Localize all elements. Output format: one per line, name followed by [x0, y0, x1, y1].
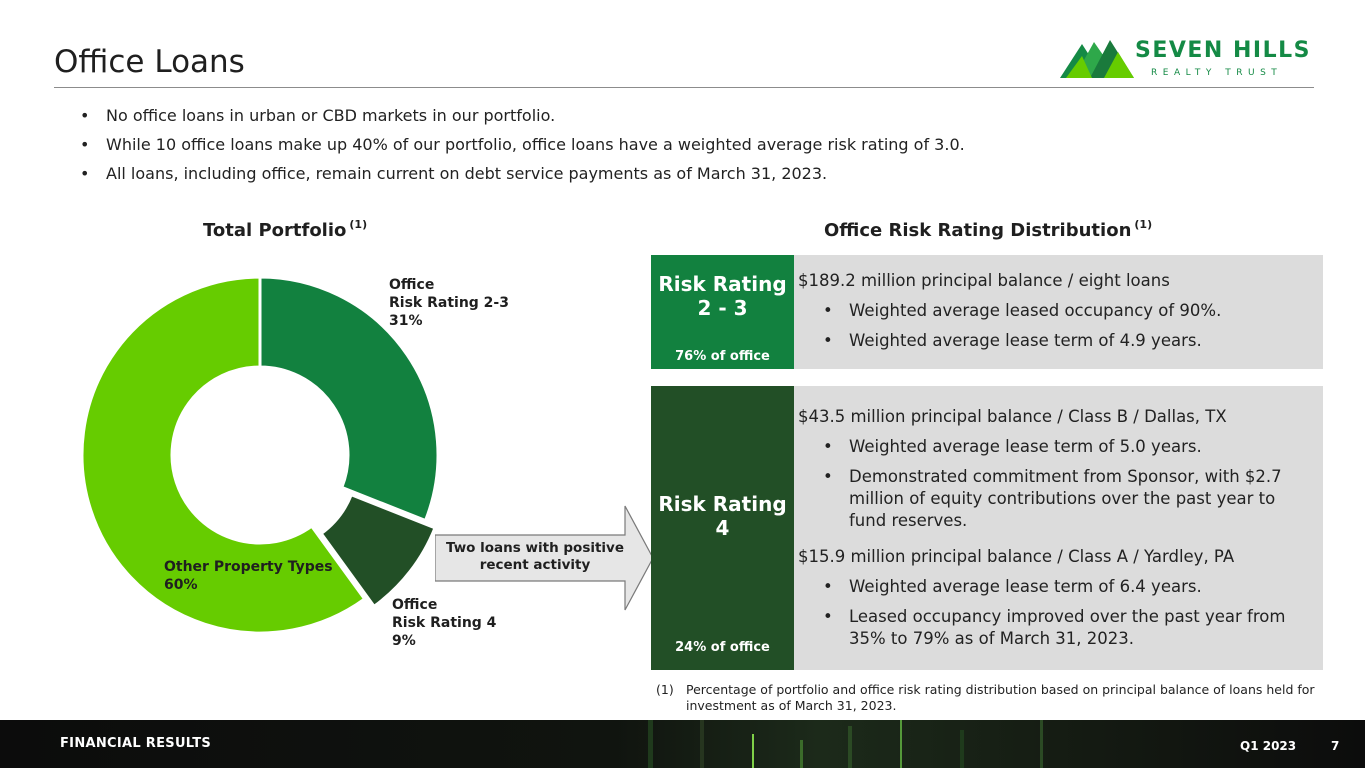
portfolio-donut-chart	[80, 275, 440, 635]
title-divider	[54, 87, 1314, 88]
tag-title-line: 2 - 3	[697, 296, 748, 320]
slice-label-line: Risk Rating 4	[392, 615, 497, 631]
distribution-heading-text: Office Risk Rating Distribution	[824, 220, 1132, 241]
loan-detail-point: Weighted average lease term of 5.0 years…	[798, 436, 1313, 458]
loan-detail-point: Weighted average lease term of 6.4 years…	[798, 576, 1313, 598]
slice-label-line: Risk Rating 2-3	[389, 295, 509, 311]
risk-rating-4-details: $43.5 million principal balance / Class …	[798, 406, 1313, 650]
tag-share: 24% of office	[675, 640, 770, 655]
risk-rating-23-tag: Risk Rating 2 - 3 76% of office	[651, 255, 794, 369]
footnote-text: Percentage of portfolio and office risk …	[686, 682, 1315, 713]
loan-summary-line: $15.9 million principal balance / Class …	[798, 547, 1235, 566]
footer-bar: FINANCIAL RESULTS Q1 2023 7	[0, 720, 1365, 768]
loan-detail-point: Weighted average leased occupancy of 90%…	[798, 300, 1313, 322]
footnote: (1) Percentage of portfolio and office r…	[656, 682, 1326, 714]
key-point: No office loans in urban or CBD markets …	[80, 106, 1180, 126]
tag-title-line: 4	[715, 516, 730, 540]
slice-label-line: Office	[389, 277, 435, 293]
logo-wordmark: SEVEN HILLS	[1135, 38, 1311, 63]
callout-arrow	[435, 505, 654, 611]
donut-slice-other	[80, 275, 367, 635]
footer-page-number: 7	[1331, 739, 1340, 753]
slice-label-value: 60%	[164, 577, 198, 593]
loan-detail-point: Leased occupancy improved over the past …	[798, 606, 1313, 650]
slice-label-line: Office	[392, 597, 438, 613]
callout-text: Two loans with positive recent activity	[445, 540, 625, 573]
loan-detail-point: Weighted average lease term of 4.9 years…	[798, 330, 1313, 352]
slice-label-line: Other Property Types	[164, 559, 333, 575]
slice-label-value: 9%	[392, 633, 416, 649]
portfolio-heading-text: Total Portfolio	[203, 220, 347, 241]
key-point: All loans, including office, remain curr…	[80, 164, 1180, 184]
risk-rating-23-panel: Risk Rating 2 - 3 76% of office $189.2 m…	[651, 255, 1323, 369]
logo-subtitle: REALTY TRUST	[1151, 68, 1283, 78]
donut-slice-office-rr23	[258, 275, 440, 523]
loan-detail-point: Demonstrated commitment from Sponsor, wi…	[798, 466, 1313, 532]
risk-rating-23-details: $189.2 million principal balance / eight…	[798, 270, 1313, 352]
mountain-logo-icon	[1060, 40, 1134, 78]
footer-section-label: FINANCIAL RESULTS	[60, 736, 212, 751]
company-logo: SEVEN HILLS REALTY TRUST	[1060, 38, 1320, 82]
page-title: Office Loans	[54, 44, 245, 80]
risk-rating-4-panel: Risk Rating 4 24% of office $43.5 millio…	[651, 386, 1323, 670]
tag-title-line: Risk Rating	[658, 272, 787, 296]
footnote-marker: (1)	[1134, 218, 1153, 231]
slice-label-office-rr23: Office Risk Rating 2-3 31%	[389, 276, 509, 330]
footer-period: Q1 2023	[1240, 739, 1297, 753]
footnote-number: (1)	[656, 682, 674, 697]
slice-label-other: Other Property Types 60%	[164, 558, 333, 594]
key-points-list: No office loans in urban or CBD markets …	[80, 106, 1180, 193]
portfolio-heading: Total Portfolio (1)	[203, 218, 367, 241]
footnote-marker: (1)	[349, 218, 368, 231]
footer-background-graphic	[0, 720, 1365, 768]
key-point: While 10 office loans make up 40% of our…	[80, 135, 1180, 155]
distribution-heading: Office Risk Rating Distribution (1)	[824, 218, 1152, 241]
tag-title-line: Risk Rating	[658, 492, 787, 516]
risk-rating-4-tag: Risk Rating 4 24% of office	[651, 386, 794, 670]
loan-summary-line: $189.2 million principal balance / eight…	[798, 271, 1170, 290]
slice-label-office-rr4: Office Risk Rating 4 9%	[392, 596, 496, 650]
slice-label-value: 31%	[389, 313, 423, 329]
loan-summary-line: $43.5 million principal balance / Class …	[798, 407, 1227, 426]
donut-slice-office-rr4	[319, 492, 437, 609]
tag-share: 76% of office	[675, 349, 770, 364]
